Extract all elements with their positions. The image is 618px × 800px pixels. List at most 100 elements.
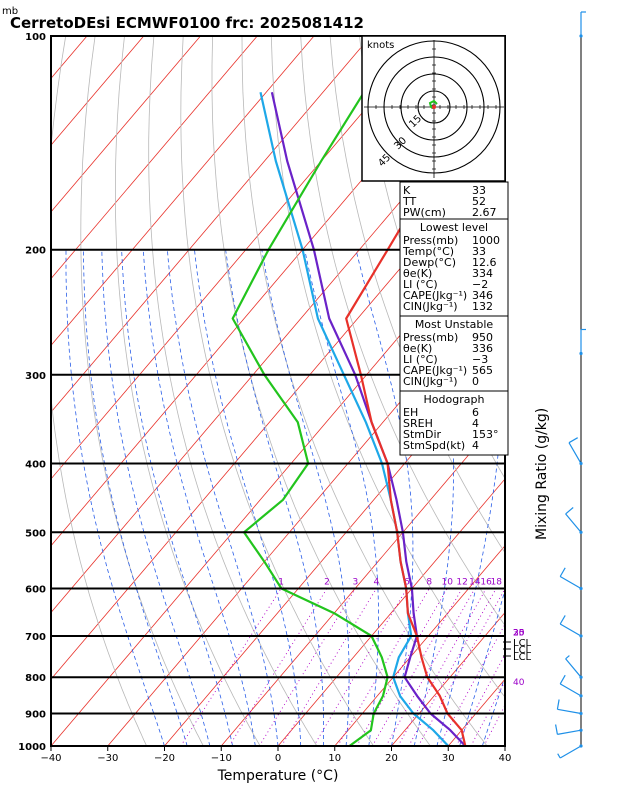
index-row-value: 4 bbox=[472, 417, 479, 430]
mixing-ratio-line bbox=[397, 588, 487, 746]
index-row-value: 950 bbox=[472, 331, 493, 344]
mixing-ratio-line bbox=[356, 588, 448, 746]
mixing-ratio-line bbox=[313, 588, 408, 746]
dry-adiabat-line bbox=[211, 36, 431, 746]
index-row-label: PW(cm) bbox=[403, 206, 446, 219]
dry-adiabat-line bbox=[180, 36, 374, 746]
index-row-value: 153° bbox=[472, 428, 499, 441]
mixing-ratio-label: 35 bbox=[513, 629, 524, 639]
mixing-ratio-label: 1 bbox=[278, 578, 284, 588]
index-row-label: CIN(Jkg⁻¹) bbox=[403, 375, 458, 388]
dry-adiabat-line bbox=[595, 36, 618, 746]
pressure-tick-label: 1000 bbox=[18, 742, 46, 753]
wind-barb-base bbox=[579, 744, 583, 748]
dry-adiabat-line bbox=[148, 36, 318, 746]
index-row-label: CIN(Jkg⁻¹) bbox=[403, 300, 458, 313]
temperature-tick-label: 40 bbox=[499, 753, 512, 764]
mixing-ratio-line bbox=[281, 588, 377, 746]
index-row-label: Press(mb) bbox=[403, 234, 458, 247]
dry-adiabat-line bbox=[536, 36, 618, 746]
mixing-ratio-line bbox=[372, 588, 463, 746]
temperature-tick-label: 0 bbox=[275, 753, 281, 764]
wind-barb-base bbox=[579, 675, 583, 679]
index-row-value: 1000 bbox=[472, 234, 500, 247]
wind-barb-flag bbox=[559, 615, 566, 625]
mixing-ratio-line bbox=[417, 588, 505, 746]
mixing-ratio-line bbox=[483, 704, 505, 746]
lcl-label: LCL bbox=[513, 652, 532, 663]
isotherm-line bbox=[51, 211, 505, 746]
index-row-value: 52 bbox=[472, 195, 486, 208]
wind-barb-base bbox=[579, 728, 583, 732]
isotherm-line bbox=[51, 36, 258, 280]
index-row-label: LI (°C) bbox=[403, 278, 438, 291]
temperature-tick-label: 20 bbox=[385, 753, 398, 764]
dry-adiabat-line bbox=[80, 36, 204, 746]
temperature-tick-label: 10 bbox=[328, 753, 341, 764]
wind-barb-staff bbox=[557, 708, 582, 715]
wind-barb-flag bbox=[557, 753, 561, 759]
isotherm-line bbox=[334, 545, 505, 746]
index-row-value: 12.6 bbox=[472, 256, 497, 269]
hodograph: knots 15 30 45 bbox=[361, 35, 506, 182]
wind-barb-flag bbox=[565, 655, 570, 660]
mixing-ratio-line bbox=[470, 680, 505, 746]
mixing-ratio-axis-label: Mixing Ratio (g/kg) bbox=[534, 408, 550, 540]
index-row-value: 0 bbox=[472, 375, 479, 388]
pressure-tick-label: 800 bbox=[25, 673, 46, 684]
index-row-label: CAPE(Jkg⁻¹) bbox=[403, 364, 467, 377]
index-row-label: SREH bbox=[403, 417, 433, 430]
wind-barb-staff bbox=[559, 623, 582, 637]
hodograph-unit-label: knots bbox=[367, 40, 394, 51]
mixing-ratio-label: 2 bbox=[324, 578, 330, 588]
mixing-ratio-line bbox=[438, 623, 505, 746]
wind-barb-staff bbox=[559, 683, 582, 697]
wind-barb-staff bbox=[565, 658, 582, 678]
index-row-value: −3 bbox=[472, 353, 488, 366]
wind-barb-staff bbox=[557, 729, 582, 735]
index-row-value: 4 bbox=[472, 439, 479, 452]
dry-adiabat-line bbox=[329, 36, 505, 554]
wind-barb-base bbox=[579, 711, 583, 716]
wind-barb-staff bbox=[565, 513, 582, 533]
moist-adiabat-line bbox=[304, 249, 379, 746]
pressure-tick-label: 100 bbox=[25, 32, 46, 43]
dry-adiabat-line bbox=[115, 36, 261, 746]
mixing-ratio-label: 6 bbox=[404, 578, 410, 588]
wind-barb-base bbox=[579, 530, 583, 534]
isotherm-line bbox=[51, 36, 315, 347]
isotherm-line bbox=[51, 36, 428, 480]
lcl-label: LCL bbox=[513, 638, 532, 649]
mixing-ratio-label: 10 bbox=[441, 578, 453, 588]
wind-barb-base bbox=[579, 461, 583, 466]
moist-adiabat-line bbox=[83, 249, 188, 746]
parcel-profile bbox=[270, 91, 467, 746]
mixing-ratio-label: 16 bbox=[480, 578, 492, 588]
mixing-ratio-label: 20 bbox=[513, 629, 525, 639]
index-table-box bbox=[399, 181, 509, 220]
moist-adiabat-line bbox=[413, 249, 454, 746]
pressure-tick-label: 300 bbox=[25, 371, 46, 382]
isotherm-line bbox=[51, 36, 201, 213]
mixing-ratio-label: 30 bbox=[513, 629, 525, 639]
index-row-label: LI (°C) bbox=[403, 353, 438, 366]
wind-barb-flag bbox=[559, 567, 566, 577]
index-row-label: Press(mb) bbox=[403, 331, 458, 344]
mixing-ratio-label: 25 bbox=[513, 629, 524, 639]
mixing-ratio-line bbox=[385, 588, 476, 746]
wind-barb-staff bbox=[559, 745, 582, 759]
index-row-value: 33 bbox=[472, 245, 486, 258]
wind-barb-base bbox=[579, 634, 583, 638]
index-row-value: 565 bbox=[472, 364, 493, 377]
mixing-ratio-label: 14 bbox=[469, 578, 481, 588]
index-row-value: 6 bbox=[472, 406, 479, 419]
wind-barb-flag bbox=[568, 437, 578, 444]
pressure-tick-label: 900 bbox=[25, 710, 46, 721]
hodograph-storm-motion bbox=[432, 105, 436, 109]
index-row-label: Dewp(°C) bbox=[403, 256, 456, 269]
index-table-box bbox=[399, 218, 509, 317]
wind-barb-base bbox=[579, 351, 583, 356]
index-row-value: 334 bbox=[472, 267, 493, 280]
